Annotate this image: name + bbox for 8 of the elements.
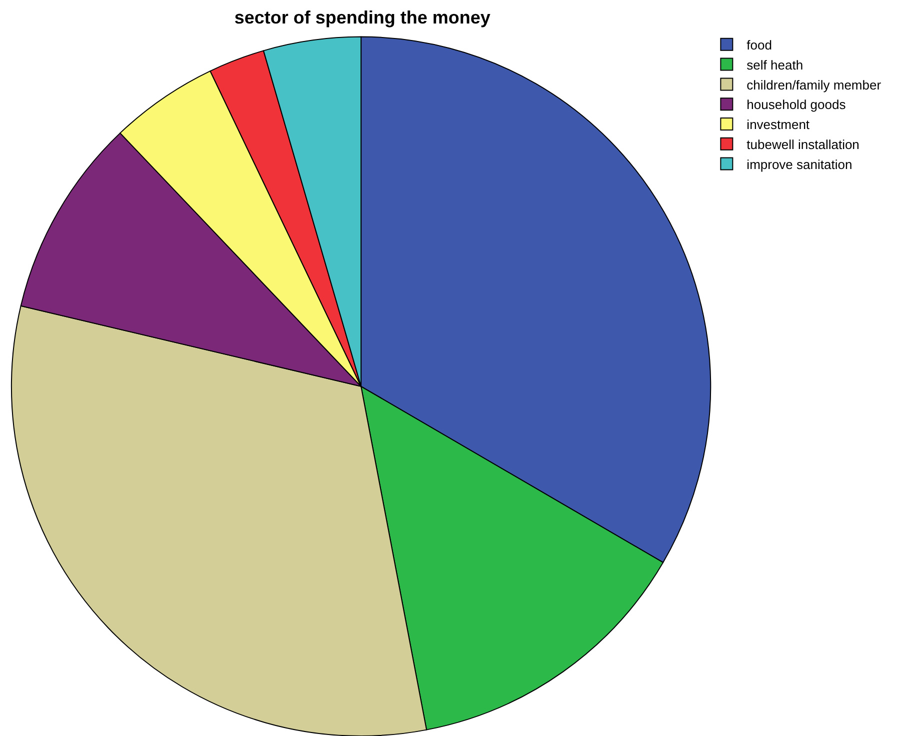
legend-label: food <box>746 37 772 52</box>
legend-label: investment <box>746 117 810 132</box>
legend-label: household goods <box>746 97 846 112</box>
legend-label: improve sanitation <box>746 156 852 172</box>
legend-label: self heath <box>746 57 804 72</box>
legend-label: tubewell installation <box>746 136 860 152</box>
legend-label: children/family member <box>746 77 882 92</box>
chart-title: sector of spending the money <box>234 8 490 28</box>
